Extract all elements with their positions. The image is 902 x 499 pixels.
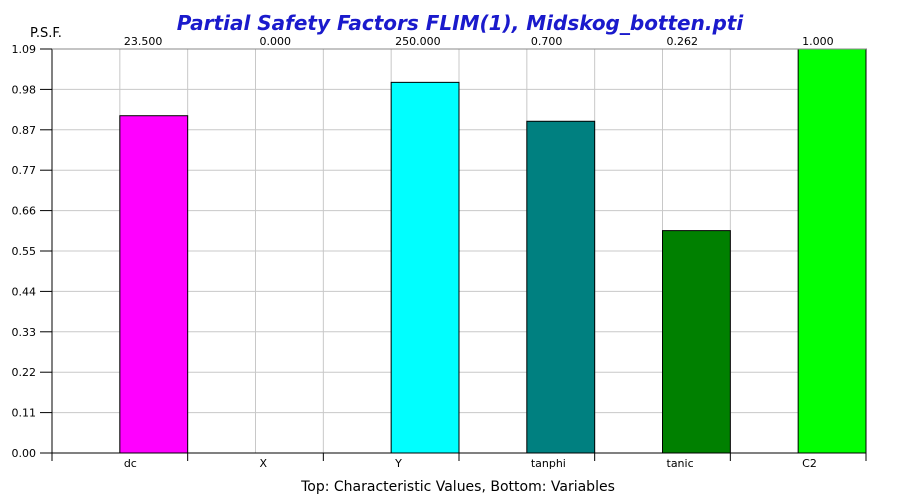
axes (40, 48, 867, 461)
labels: 0.00 0.11 0.22 0.33 0.44 0.55 0.66 0.77 0.87 0.98… (12, 35, 834, 470)
category-label: tanphi (531, 457, 566, 470)
y-tick-label: 0.22 (12, 366, 37, 379)
category-label: X (260, 457, 268, 470)
category-label: Y (394, 457, 402, 470)
bar-Y (390, 81, 460, 454)
category-label: tanic (667, 457, 694, 470)
category-label: C2 (802, 457, 817, 470)
y-tick-label: 0.98 (12, 83, 37, 96)
y-tick-label: 0.55 (12, 245, 37, 258)
y-tick-label: 0.00 (12, 447, 37, 460)
bar-tanic (662, 230, 731, 454)
chart-title: Partial Safety Factors FLIM(1), Midskog_… (177, 11, 745, 35)
x-axis-label: Top: Characteristic Values, Bottom: Vari… (300, 479, 615, 495)
bar-tanphi (526, 120, 596, 454)
characteristic-value-label: 0.700 (531, 35, 563, 48)
y-tick-label: 0.87 (12, 124, 37, 137)
y-tick-label: 0.33 (12, 326, 37, 339)
y-tick-label: 0.77 (12, 164, 37, 177)
characteristic-value-label: 1.000 (802, 35, 834, 48)
y-tick-label: 0.44 (12, 285, 37, 298)
bar-C2 (797, 48, 867, 454)
characteristic-value-label: 23.500 (124, 35, 163, 48)
characteristic-value-label: 0.262 (667, 35, 699, 48)
y-tick-label: 0.66 (12, 205, 37, 218)
y-axis-label: P.S.F. (30, 26, 62, 41)
characteristic-value-label: 250.000 (395, 35, 441, 48)
bar-dc (119, 115, 189, 454)
category-label: dc (124, 457, 137, 470)
characteristic-value-label: 0.000 (260, 35, 292, 48)
y-tick-label: 1.09 (12, 43, 37, 56)
bars (119, 48, 867, 454)
y-tick-label: 0.11 (12, 407, 37, 420)
